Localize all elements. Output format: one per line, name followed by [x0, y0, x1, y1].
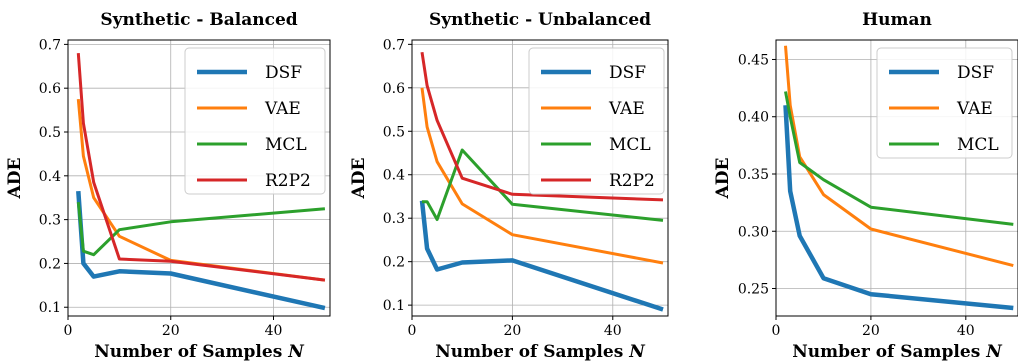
legend-box [528, 47, 665, 195]
chart-panel-3: 0 20 40 0.25 0.30 0.35 0.40 0.45 Human Number of … [713, 10, 1018, 362]
legend-label-dsf: DSF [265, 63, 302, 83]
legend-label-mcl: MCL [957, 135, 999, 155]
series-line-dsf [419, 200, 664, 312]
legend-label-dsf: DSF [609, 63, 646, 83]
legend: DSF VAE MCL [876, 47, 1013, 159]
legend-label-mcl: MCL [265, 135, 307, 155]
legend-label-vae: VAE [956, 99, 993, 119]
legend: DSF VAE MCL R2P2 [184, 47, 326, 195]
x-tick-label: 0 [64, 323, 73, 339]
legend-label-r2p2: R2P2 [609, 171, 655, 191]
series-line-mcl [422, 148, 664, 222]
y-tick-label: 0.5 [383, 124, 405, 140]
y-tick-label: 0.3 [39, 213, 61, 229]
y-axis-label: ADE [5, 158, 25, 200]
y-tick-label: 0.25 [738, 282, 769, 298]
legend-label-r2p2: R2P2 [265, 171, 311, 191]
y-axis-label: ADE [713, 158, 733, 200]
x-axis-label: Number of Samples N [435, 342, 646, 362]
y-tick-label: 0.35 [738, 167, 769, 183]
y-tick-label: 0.30 [738, 224, 769, 240]
legend-label-vae: VAE [608, 99, 645, 119]
y-tick-label: 0.6 [39, 81, 61, 97]
y-tick-label: 0.5 [39, 125, 61, 141]
x-tick-label: 20 [862, 323, 880, 339]
x-axis-label: Number of Samples N [94, 342, 305, 362]
chart-panel-1: 0 20 40 0.1 0.2 0.3 0.4 0.5 0.6 0.7 Synthetic - Ba… [5, 10, 331, 362]
series-line-dsf [783, 105, 1014, 311]
series-line-vae [784, 45, 1014, 268]
y-tick-label: 0.7 [39, 37, 61, 53]
legend-box [184, 47, 326, 195]
plot-frame [775, 39, 1018, 317]
x-axis-label: Number of Samples N [792, 342, 1003, 362]
legend: DSF VAE MCL R2P2 [528, 47, 665, 195]
legend-label-mcl: MCL [609, 135, 651, 155]
x-tick-label: 20 [503, 323, 521, 339]
series-line-mcl [76, 201, 326, 257]
chart-title: Synthetic - Balanced [100, 10, 297, 30]
y-tick-label: 0.4 [383, 168, 405, 184]
x-tick-label: 20 [162, 323, 180, 339]
series-line-r2p2 [420, 51, 664, 202]
x-tick-label: 40 [957, 323, 975, 339]
plot-frame [67, 39, 331, 317]
y-tick-label: 0.1 [39, 300, 61, 316]
chart-title: Human [862, 10, 932, 30]
chart-title: Synthetic - Unbalanced [429, 10, 651, 30]
x-tick-label: 0 [772, 323, 781, 339]
y-tick-label: 0.6 [383, 81, 405, 97]
y-tick-label: 0.40 [738, 110, 769, 126]
y-tick-label: 0.2 [383, 255, 405, 271]
y-tick-label: 0.45 [738, 52, 769, 68]
y-tick-label: 0.3 [383, 211, 405, 227]
y-tick-label: 0.7 [383, 37, 405, 53]
legend-label-dsf: DSF [957, 63, 994, 83]
x-tick-label: 0 [408, 323, 417, 339]
plot-frame [411, 39, 669, 317]
y-tick-label: 0.2 [39, 256, 61, 272]
legend-label-vae: VAE [264, 99, 301, 119]
series-line-r2p2 [76, 52, 326, 282]
y-axis-label: ADE [349, 158, 369, 200]
legend-box [876, 47, 1013, 159]
chart-panel-2: 0 20 40 0.1 0.2 0.3 0.4 0.5 0.6 0.7 Synthetic - Un… [349, 10, 669, 362]
x-tick-label: 40 [604, 323, 622, 339]
x-tick-label: 40 [265, 323, 283, 339]
series-line-mcl [784, 91, 1014, 226]
y-tick-label: 0.1 [383, 298, 405, 314]
y-tick-label: 0.4 [39, 169, 61, 185]
